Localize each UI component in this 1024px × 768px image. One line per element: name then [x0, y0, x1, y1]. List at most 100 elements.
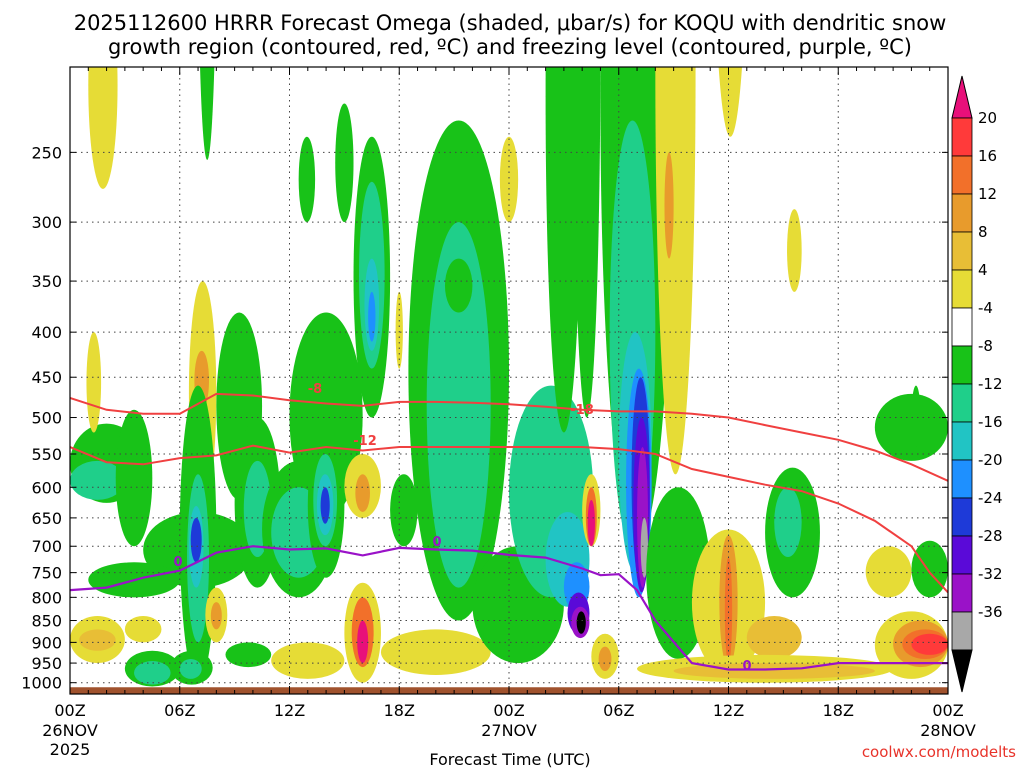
y-tick-label-600: 600: [31, 478, 62, 497]
colorbar-swatch-0: [951, 117, 973, 157]
omega-blob-42: [357, 620, 369, 664]
omega-blob-86: [911, 633, 948, 655]
x-date-label-4: 27NOV: [481, 721, 537, 740]
omega-blob-45: [426, 222, 491, 588]
omega-blob-74: [746, 615, 802, 660]
plot-area: -8 -12 -18 0 0 0: [70, 0, 948, 694]
y-tick-label-650: 650: [31, 509, 62, 528]
omega-blob-89: [88, 67, 118, 189]
y-tick-label-850: 850: [31, 612, 62, 631]
omega-blob-93: [335, 103, 354, 223]
y-axis: 250 300 350 400 450 500 550 600 650 700 750 800 850 9…: [21, 143, 948, 693]
x-date-label-8: 28NOV: [920, 721, 976, 740]
chart-title-line2: growth region (contoured, red, ºC) and f…: [108, 35, 912, 59]
colorbar-label-4: 4: [978, 261, 988, 279]
x-tick-label-5: 06Z: [603, 701, 634, 720]
label-freezing-a: 0: [173, 555, 182, 570]
omega-blob-57: [587, 499, 595, 547]
colorbar-label-12: -32: [978, 565, 1003, 583]
omega-blob-2: [115, 409, 153, 547]
colorbar-swatch-11: [951, 535, 973, 575]
omega-blob-98: [499, 136, 519, 223]
colorbar-label-8: -16: [978, 413, 1003, 431]
y-tick-label-900: 900: [31, 633, 62, 652]
x-tick-label-6: 12Z: [713, 701, 744, 720]
omega-blob-17: [179, 659, 202, 679]
omega-blob-9: [134, 661, 171, 685]
colorbar-top-arrow: [951, 75, 973, 119]
y-tick-label-500: 500: [31, 409, 62, 428]
colorbar: 20 16 12 8 4 -4 -8 -12 -16 -20 -24 -28 -32 -36: [951, 75, 1003, 693]
colorbar-label-3: 8: [978, 223, 988, 241]
y-tick-label-700: 700: [31, 537, 62, 556]
x-axis-label: Forecast Time (UTC): [429, 750, 590, 768]
omega-shading: [70, 0, 948, 687]
omega-blob-38: [355, 474, 370, 512]
colorbar-label-11: -28: [978, 527, 1003, 545]
y-tick-label-750: 750: [31, 564, 62, 583]
omega-blob-96: [444, 258, 473, 313]
omega-blob-76: [673, 663, 875, 679]
label-freezing-c: 0: [742, 659, 751, 674]
colorbar-label-10: -24: [978, 489, 1003, 507]
omega-blob-82: [911, 540, 948, 598]
colorbar-label-13: -36: [978, 603, 1003, 621]
x-tick-label-1: 06Z: [164, 701, 195, 720]
omega-blob-80: [874, 393, 948, 461]
y-tick-label-950: 950: [31, 654, 62, 673]
omega-blob-97: [718, 67, 743, 137]
omega-blob-54: [573, 67, 601, 418]
x-tick-label-0: 00Z: [54, 701, 85, 720]
label-minus18: -18: [570, 403, 594, 418]
omega-blob-59: [598, 646, 612, 672]
y-tick-label-1000: 1000: [21, 674, 62, 693]
x-date-label-0: 26NOV: [42, 721, 98, 740]
y-tick-label-250: 250: [31, 143, 62, 162]
x-tick-label-2: 12Z: [274, 701, 305, 720]
colorbar-swatch-13: [951, 611, 973, 651]
omega-blob-15: [190, 517, 202, 563]
omega-blob-91: [244, 0, 257, 5]
colorbar-swatch-5: [951, 307, 973, 347]
omega-blob-92: [298, 136, 316, 223]
omega-blob-52: [576, 611, 586, 634]
colorbar-swatch-10: [951, 497, 973, 537]
y-tick-label-800: 800: [31, 588, 62, 607]
colorbar-swatch-12: [951, 573, 973, 613]
omega-blob-19: [210, 602, 222, 630]
omega-blob-1: [70, 460, 125, 500]
x-tick-label-4: 00Z: [493, 701, 524, 720]
omega-blob-53: [545, 67, 583, 433]
x-tick-label-7: 18Z: [823, 701, 854, 720]
omega-blob-39: [390, 474, 418, 547]
omega-blob-43: [380, 629, 491, 675]
omega-blob-69: [664, 152, 674, 259]
colorbar-swatch-3: [951, 231, 973, 271]
label-minus8: -8: [308, 382, 322, 397]
x-tick-label-3: 18Z: [384, 701, 415, 720]
omega-blob-78: [774, 487, 802, 558]
omega-blob-6: [79, 629, 116, 651]
colorbar-label-7: -12: [978, 375, 1003, 393]
omega-blob-73: [724, 557, 733, 664]
colorbar-label-9: -20: [978, 451, 1003, 469]
dgz-minus8-isotherm: [70, 392, 948, 482]
colorbar-swatch-4: [951, 269, 973, 309]
x-year-label-0: 2025: [50, 740, 91, 759]
y-tick-label-450: 450: [31, 368, 62, 387]
colorbar-label-5: -4: [978, 299, 993, 317]
grid-lines: [70, 67, 948, 694]
x-tick-label-8: 00Z: [932, 701, 963, 720]
omega-blob-87: [865, 546, 912, 598]
colorbar-label-2: 12: [978, 185, 997, 203]
omega-blob-36: [368, 291, 376, 342]
source-label: coolwx.com/modelts: [862, 743, 1016, 761]
colorbar-swatch-1: [951, 155, 973, 195]
label-freezing-b: 0: [432, 535, 441, 550]
colorbar-swatch-7: [951, 383, 973, 423]
chart-title-line1: 2025112600 HRRR Forecast Omega (shaded, …: [74, 11, 947, 35]
omega-blob-31: [320, 487, 330, 524]
freezing-level-line: [70, 545, 948, 671]
